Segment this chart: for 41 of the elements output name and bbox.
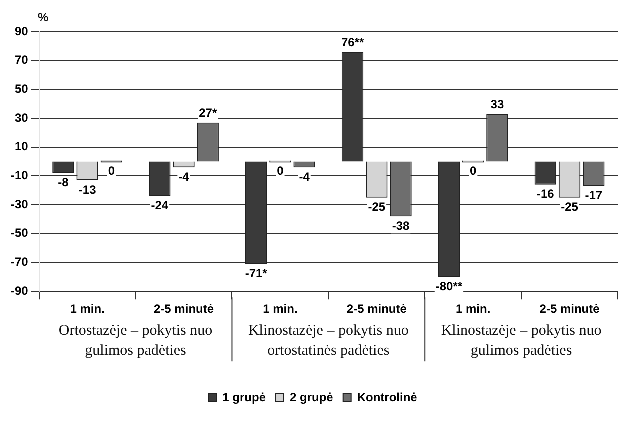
data-label: -13	[78, 182, 97, 197]
y-axis-title: %	[38, 10, 50, 24]
data-label: 27*	[199, 106, 218, 120]
data-label: -38	[392, 218, 410, 233]
x-tick-label: 1 min.	[456, 302, 491, 316]
y-tick-label: -70	[11, 255, 29, 270]
legend-label: 2 grupė	[290, 390, 334, 404]
text: Klinostazėje – pokytis nuo gulimos padėties	[441, 323, 602, 360]
data-label: -25	[561, 200, 579, 214]
y-tick-label: -50	[11, 226, 29, 240]
data-label: -24	[151, 198, 169, 213]
data-label: -8	[58, 176, 70, 190]
data-label: 76**	[341, 36, 364, 50]
y-tick-label: -30	[11, 197, 29, 212]
data-label: 33	[490, 98, 504, 112]
data-label: -16	[536, 187, 555, 202]
x-tick-label: 2-5 minutė	[154, 302, 214, 316]
y-tick-label: 50	[14, 82, 29, 96]
y-tick-label: -90	[11, 284, 29, 298]
y-tick-label: 10	[14, 140, 29, 154]
data-label: -80**	[436, 279, 463, 294]
x-tick-label: 1 min.	[263, 302, 298, 316]
data-label: -71*	[245, 266, 268, 281]
y-tick-label: 70	[14, 53, 29, 68]
legend-label: 1 grupė	[222, 390, 266, 404]
x-tick-label: 1 min.	[70, 302, 105, 316]
data-label: -4	[178, 170, 190, 184]
data-label: -4	[299, 170, 310, 184]
data-label: -25	[368, 200, 386, 214]
text: Ortostazėje – pokytis nuo gulimos padėties	[58, 323, 213, 360]
data-label: 0	[277, 164, 284, 178]
x-tick-label: 2-5 minutė	[540, 302, 600, 316]
text: Klinostazėje – pokytis nuo ortostatinės padėties	[248, 323, 409, 360]
x-tick-label: 2-5 minutė	[346, 302, 408, 316]
y-tick-label: 90	[14, 24, 29, 38]
data-label: 0	[108, 164, 116, 178]
y-tick-label: 30	[14, 110, 29, 125]
legend-label: Kontrolinė	[357, 390, 418, 404]
data-label: -17	[585, 188, 603, 203]
y-tick-label: -10	[11, 168, 29, 183]
data-label: 0	[470, 164, 477, 178]
